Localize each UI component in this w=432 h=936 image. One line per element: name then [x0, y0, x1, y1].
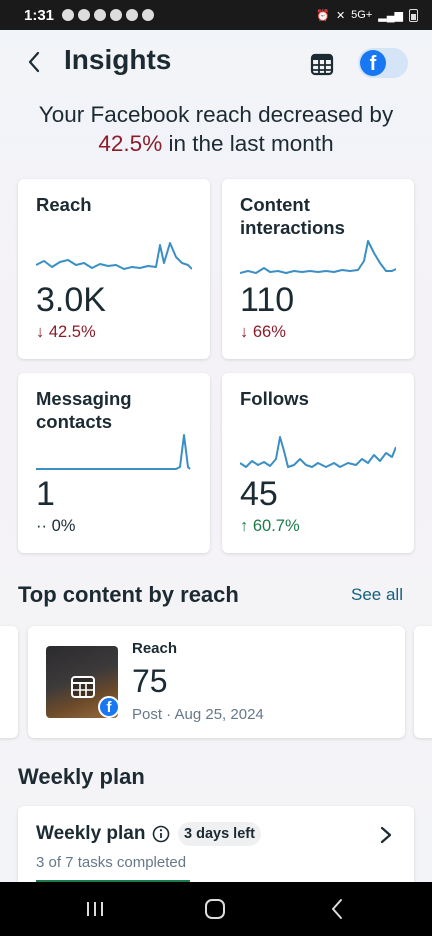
chevron-right-icon[interactable]	[378, 826, 394, 844]
page-title: Insights	[64, 44, 171, 76]
facebook-notif-icon	[78, 9, 90, 21]
network-label: 5G+	[351, 9, 372, 21]
stat-label: Follows	[240, 387, 410, 410]
stat-card-follows[interactable]: Follows 45 ↑ 60.7%	[222, 373, 414, 553]
stat-card-content-interactions[interactable]: Content interactions 110 ↓ 66%	[222, 179, 414, 359]
notification-icons	[62, 9, 154, 21]
facebook-badge-icon: f	[98, 696, 120, 718]
stat-card-reach[interactable]: Reach 3.0K ↓ 42.5%	[18, 179, 210, 359]
messaging-sparkline	[36, 429, 192, 473]
back-button[interactable]	[22, 50, 46, 74]
carousel-prev-card[interactable]	[0, 626, 18, 738]
signal-icon: ▂▄▆	[378, 9, 403, 22]
header: Insights f	[0, 30, 432, 96]
calendar-icon	[308, 50, 336, 78]
reach-summary: Your Facebook reach decreased by 42.5% i…	[0, 100, 432, 158]
top-content-metric-label: Reach	[132, 640, 177, 657]
post-meta: Post · Aug 25, 2024	[132, 706, 264, 723]
weekly-plan-section-title: Weekly plan	[18, 764, 145, 790]
info-icon[interactable]	[152, 825, 170, 843]
instagram-icon	[142, 9, 154, 21]
summary-line-1: Your Facebook reach decreased by	[0, 100, 432, 129]
system-nav-bar	[0, 882, 432, 936]
back-icon	[330, 898, 344, 920]
up-arrow-icon: ↑	[240, 517, 248, 535]
down-arrow-icon: ↓	[36, 323, 44, 341]
stat-value: 3.0K	[36, 281, 106, 320]
carousel-next-card[interactable]	[414, 626, 432, 738]
summary-percent: 42.5%	[98, 131, 162, 156]
mute-icon: ✕	[336, 9, 345, 22]
stat-label: Reach	[36, 193, 206, 216]
stat-label: Messaging contacts	[36, 387, 206, 433]
chat-icon	[62, 9, 74, 21]
interactions-sparkline	[240, 235, 396, 279]
reach-sparkline	[36, 235, 192, 279]
battery-icon	[409, 9, 418, 22]
stat-delta: ↓ 42.5%	[36, 323, 96, 342]
tasks-progress-text: 3 of 7 tasks completed	[36, 854, 186, 871]
alarm-icon: ⏰	[316, 9, 330, 22]
status-bar: 1:31 ⏰ ✕ 5G+ ▂▄▆	[0, 0, 432, 30]
stat-delta: ↓ 66%	[240, 323, 286, 342]
summary-suffix: in the last month	[168, 131, 333, 156]
tinder-icon	[110, 9, 122, 21]
messenger-icon	[94, 9, 106, 21]
calendar-button[interactable]	[308, 50, 336, 78]
stat-label: Content interactions	[240, 193, 410, 239]
recent-apps-button[interactable]	[82, 896, 108, 922]
platform-toggle[interactable]: f	[358, 48, 408, 78]
stat-delta: ↑ 60.7%	[240, 517, 300, 536]
facebook-icon: f	[360, 50, 386, 76]
instagram-icon	[126, 9, 138, 21]
follows-sparkline	[240, 429, 396, 473]
home-button[interactable]	[202, 896, 228, 922]
flat-dots-icon: ··	[36, 517, 47, 535]
carousel-grid-icon	[70, 674, 96, 700]
system-icons: ⏰ ✕ 5G+ ▂▄▆	[316, 9, 418, 22]
down-arrow-icon: ↓	[240, 323, 248, 341]
stat-card-messaging-contacts[interactable]: Messaging contacts 1 ·· 0%	[18, 373, 210, 553]
top-content-metric-value: 75	[132, 663, 168, 700]
recent-apps-icon	[85, 900, 105, 918]
home-icon	[204, 898, 226, 920]
status-time: 1:31	[24, 7, 54, 24]
system-back-button[interactable]	[324, 896, 350, 922]
top-content-title: Top content by reach	[18, 582, 239, 608]
back-arrow-icon	[27, 51, 41, 73]
stat-value: 110	[240, 281, 294, 320]
summary-line-2: 42.5% in the last month	[0, 129, 432, 158]
stat-value: 45	[240, 475, 278, 514]
stat-value: 1	[36, 475, 55, 514]
days-left-badge: 3 days left	[178, 822, 261, 846]
top-content-card[interactable]: f Reach 75 Post · Aug 25, 2024	[28, 626, 405, 738]
weekly-plan-title: Weekly plan	[36, 823, 145, 845]
stat-delta: ·· 0%	[36, 517, 75, 536]
see-all-link[interactable]: See all	[351, 585, 403, 605]
